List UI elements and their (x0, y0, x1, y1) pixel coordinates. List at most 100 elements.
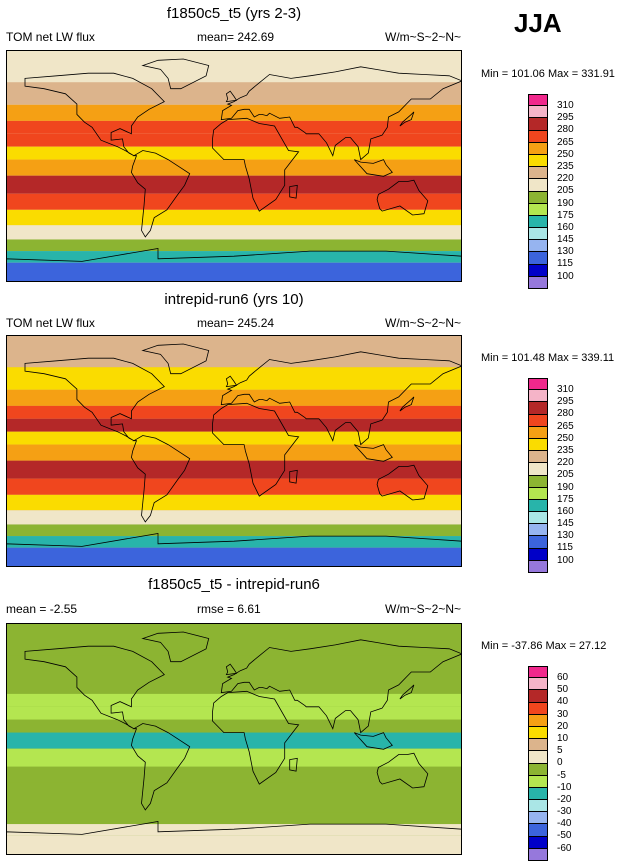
zonal-band (6, 510, 462, 525)
panel-3-rmse-label: rmse = 6.61 (197, 602, 261, 616)
zonal-band (6, 798, 462, 813)
legend-swatch (528, 800, 548, 813)
panel-2-title: intrepid-run6 (yrs 10) (164, 291, 304, 308)
zonal-band (6, 719, 462, 733)
legend-swatch (528, 191, 548, 204)
legend-level-label: 250 (557, 432, 574, 444)
panel-3-map (6, 623, 462, 855)
coastline (289, 469, 298, 484)
legend-swatch (528, 824, 548, 837)
legend-swatch (528, 775, 548, 788)
legend-level-label: 295 (557, 112, 574, 124)
legend-row: 145 (528, 512, 622, 529)
legend-row: 205 (528, 463, 622, 480)
legend-row: 205 (528, 179, 622, 196)
legend-row: 100 (528, 548, 622, 566)
legend-row: -40 (528, 812, 622, 829)
legend-swatch (528, 402, 548, 415)
coastline (220, 66, 462, 161)
coastline (6, 533, 462, 567)
legend-level-label: 280 (557, 408, 574, 420)
legend-row: 175 (528, 203, 622, 221)
coastline (399, 396, 415, 412)
coastline (220, 351, 462, 446)
zonal-band (6, 50, 462, 83)
legend-row: 0 (528, 751, 622, 768)
legend-level-label: 205 (557, 469, 574, 481)
coastline (212, 117, 300, 212)
legend-level-label: 190 (557, 481, 574, 493)
legend-level-label: 235 (557, 160, 574, 172)
coastline (376, 752, 429, 789)
legend-level-label: 10 (557, 732, 569, 744)
panel-2-variable-label: TOM net LW flux (6, 316, 95, 330)
legend-swatch (528, 264, 548, 277)
panel-1-map (6, 50, 462, 282)
legend-level-label: 280 (557, 124, 574, 136)
legend-row: -20 (528, 787, 622, 805)
legend-row: 310 (528, 94, 622, 111)
panel-3-minmax: Min = -37.86 Max = 27.12 (481, 640, 607, 652)
panel-1-variable-label: TOM net LW flux (6, 30, 95, 44)
legend-row: 50 (528, 678, 622, 695)
zonal-band (6, 82, 462, 105)
legend-level-label: 115 (557, 542, 573, 554)
panel-3-mean-label: mean = -2.55 (6, 602, 78, 616)
zonal-band (6, 732, 462, 749)
coastline (220, 639, 462, 734)
zonal-band (6, 225, 462, 240)
legend-row: 115 (528, 536, 622, 553)
coastline (6, 821, 462, 855)
zonal-band (6, 782, 462, 799)
panel-1-mean-label: mean= 242.69 (197, 30, 275, 44)
legend-row: 220 (528, 167, 622, 184)
legend-level-label: 50 (557, 684, 569, 696)
panel-2-mean-label: mean= 245.24 (197, 316, 275, 330)
panel-2-minmax: Min = 101.48 Max = 339.11 (481, 352, 615, 364)
zonal-band (6, 159, 462, 176)
legend-swatch (528, 130, 548, 143)
legend-row: 280 (528, 402, 622, 419)
legend-level-label: 160 (557, 505, 574, 517)
legend-level-label: 20 (557, 720, 569, 732)
legend-row: 130 (528, 240, 622, 257)
legend-level-label: 295 (557, 396, 574, 408)
legend-level-label: 175 (557, 493, 574, 505)
legend-swatch (528, 739, 548, 752)
legend-row: 220 (528, 451, 622, 468)
coastline (225, 375, 238, 388)
coastline (225, 663, 238, 676)
zonal-band (6, 766, 462, 783)
legend-row: 295 (528, 390, 622, 407)
legend-level-label: 160 (557, 221, 574, 233)
legend-row: 190 (528, 475, 622, 493)
legend-row: 265 (528, 414, 622, 432)
legend-row: -30 (528, 800, 622, 817)
panel-2-map (6, 335, 462, 567)
legend-level-label: 100 (557, 270, 574, 282)
legend-swatch (528, 702, 548, 715)
legend-swatch (528, 678, 548, 691)
zonal-band (6, 824, 462, 836)
legend-swatch (528, 751, 548, 764)
legend-row: -60 (528, 836, 622, 854)
legend-level-label: 130 (557, 530, 574, 542)
legend-swatch (528, 426, 548, 439)
coastline (225, 90, 238, 103)
panel-2-units-label: W/m~S~2~N~ (385, 316, 462, 330)
legend-row: 250 (528, 426, 622, 444)
legend-swatch (528, 118, 548, 131)
legend-row: 160 (528, 215, 622, 233)
legend-swatch (528, 167, 548, 180)
legend-row (528, 276, 622, 289)
legend-level-label: 115 (557, 258, 573, 270)
zonal-band (6, 418, 462, 432)
coastline (289, 184, 298, 199)
coastline (24, 357, 165, 442)
legend-swatch (528, 451, 548, 464)
zonal-band (6, 335, 462, 368)
legend-swatch (528, 475, 548, 488)
coastline (212, 402, 300, 497)
zonal-band (6, 812, 462, 825)
zonal-band (6, 251, 462, 263)
